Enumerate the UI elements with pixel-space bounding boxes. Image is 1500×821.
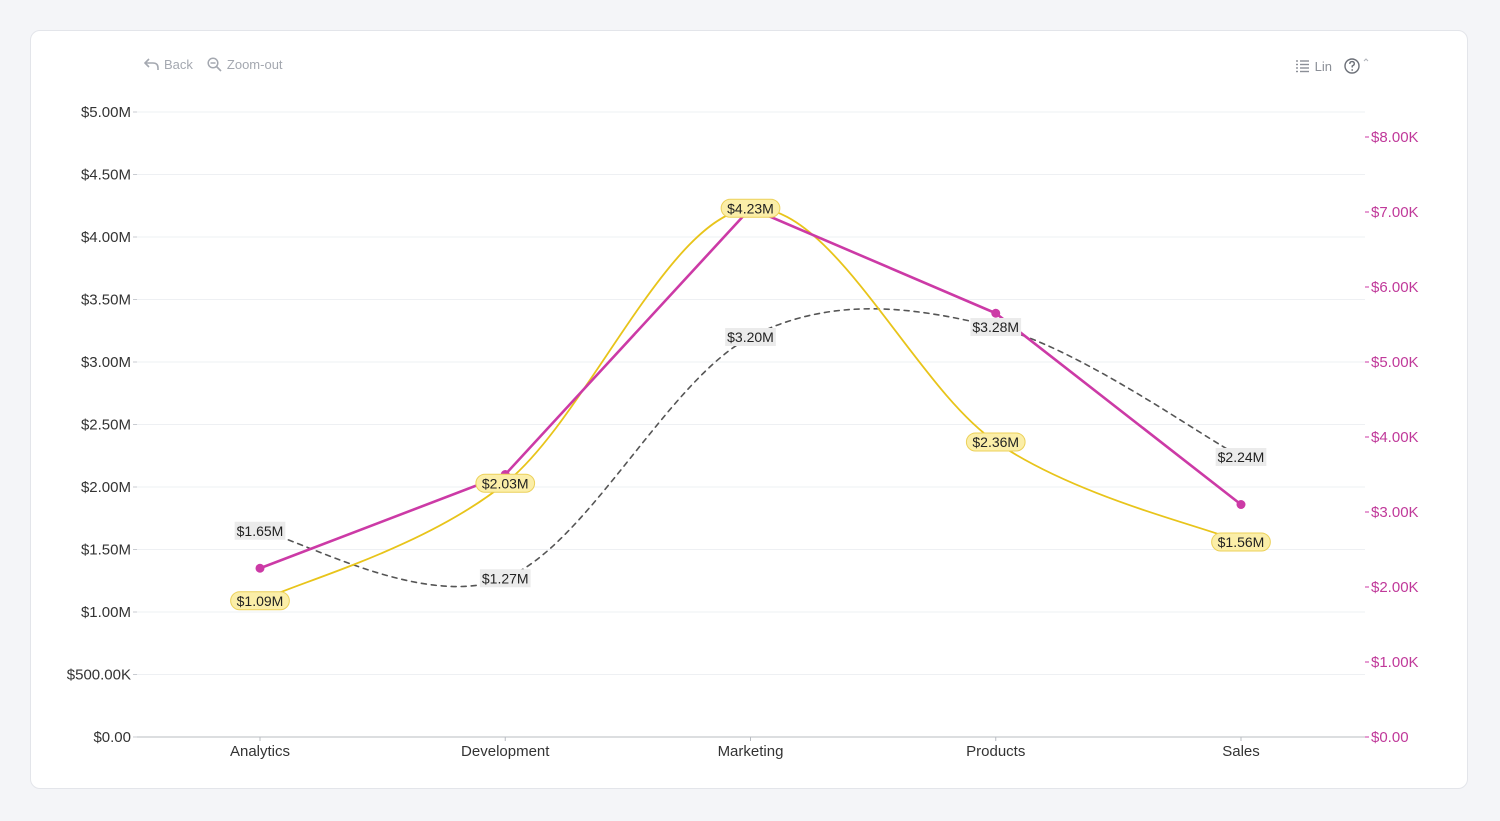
y-right-tick-label: $8.00K (1371, 129, 1419, 146)
list-icon (1295, 60, 1309, 73)
scale-label: Lin (1314, 58, 1332, 74)
y-left-tick-label: $0.00 (93, 729, 131, 746)
data-label-background (475, 473, 536, 493)
y-right-tick-label: $7.00K (1371, 204, 1419, 221)
series-marker[interactable] (991, 308, 1001, 318)
data-label-background (720, 198, 781, 218)
series-markers (255, 203, 1246, 573)
back-label: Back (164, 57, 193, 72)
data-label: $4.23M (727, 200, 774, 216)
data-label-background (479, 569, 531, 588)
y-right-tick-label: $5.00K (1371, 354, 1419, 371)
series-marker[interactable] (1236, 500, 1246, 509)
x-tick-label: Marketing (718, 743, 784, 760)
y-right-tick-label: $3.00K (1371, 504, 1419, 521)
y-left-tick-label: $1.00M (81, 604, 131, 621)
axes: $0.00 $500.00K $1.00M $1.50M $2.00M $2.50M $3.… (67, 104, 1419, 760)
help-button[interactable] (1344, 57, 1370, 75)
back-button[interactable]: Back (144, 57, 193, 72)
series-marker[interactable] (255, 563, 265, 573)
data-label-background (234, 521, 286, 540)
grid-lines (137, 111, 1365, 675)
series-line (259, 308, 1242, 588)
data-label: $1.09M (237, 593, 284, 609)
help-icon (1344, 58, 1369, 74)
y-left-tick-label: $3.50M (81, 292, 131, 309)
chart-card (30, 30, 1468, 789)
scale-toggle-button[interactable]: Lin (1295, 59, 1332, 74)
y-left-tick-label: $500.00K (67, 667, 131, 684)
x-tick-label: Development (461, 743, 550, 760)
y-right-tick-label: $1.00K (1371, 654, 1419, 671)
series-lines (258, 206, 1243, 602)
y-left-tick-label: $5.00M (81, 104, 131, 121)
y-left-tick-label: $2.00M (81, 479, 131, 496)
zoom-out-icon (207, 57, 222, 72)
y-left-tick-label: $1.50M (81, 542, 131, 559)
data-label: $1.65M (237, 523, 284, 539)
data-label: $1.56M (1218, 534, 1265, 550)
chart-toolbar: Back Zoom-out (144, 57, 283, 72)
x-tick-label: Products (966, 743, 1025, 760)
back-arrow-icon (144, 58, 159, 70)
data-label: $1.27M (482, 570, 529, 586)
series-line (258, 206, 1243, 570)
x-tick-label: Sales (1222, 743, 1260, 760)
data-label: $3.20M (727, 329, 774, 345)
y-left-tick-label: $3.00M (81, 354, 131, 371)
y-left-tick-label: $2.50M (81, 417, 131, 434)
x-tick-label: Analytics (230, 743, 290, 760)
series-line (259, 207, 1242, 602)
zoom-out-button[interactable]: Zoom-out (207, 57, 283, 72)
data-label: $3.28M (972, 319, 1019, 335)
data-label-background (230, 591, 290, 611)
data-labels: $1.65M $1.27M $3.20M $3.28M $2.24M $1.09M $2.0… (230, 198, 1271, 611)
data-label: $2.03M (482, 475, 529, 491)
chart-toolbar-right: Lin (1295, 57, 1370, 75)
data-label-background (970, 318, 1022, 336)
data-label-background (1211, 532, 1271, 552)
y-right-tick-label: $6.00K (1371, 279, 1419, 296)
y-left-tick-label: $4.50M (81, 167, 131, 184)
data-label: $2.24M (1218, 449, 1265, 465)
data-label-background (965, 432, 1026, 452)
y-right-tick-label: $0.00 (1371, 729, 1409, 746)
zoom-out-label: Zoom-out (226, 57, 283, 72)
data-label-background (725, 328, 776, 346)
y-right-tick-label: $4.00K (1371, 429, 1419, 446)
data-label-background (1215, 448, 1267, 466)
data-label: $2.36M (972, 434, 1019, 450)
y-left-tick-label: $4.00M (81, 229, 131, 246)
y-right-tick-label: $2.00K (1371, 579, 1419, 596)
